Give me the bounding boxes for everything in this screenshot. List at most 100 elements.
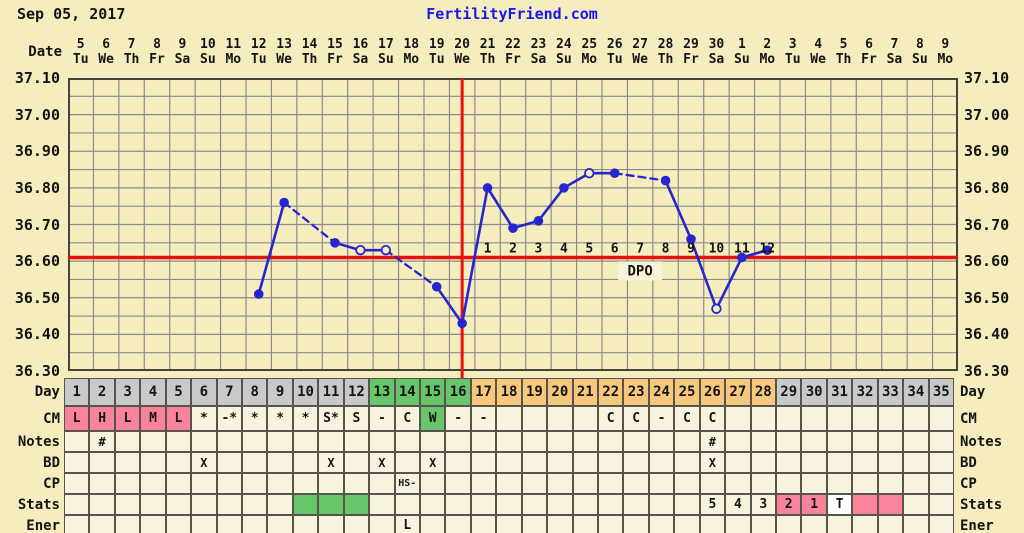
temp-label-right: 37.00 xyxy=(964,105,1010,124)
ener-cell xyxy=(801,515,827,533)
notes-cell xyxy=(140,431,166,452)
row-label-cp: CP xyxy=(43,475,60,492)
cm-cell: - xyxy=(648,406,675,431)
dpo-label: 9 xyxy=(687,241,695,256)
temp-label-right: 36.80 xyxy=(964,178,1010,197)
ener-cell xyxy=(242,515,268,533)
temp-point-solid xyxy=(660,175,671,186)
cm-cell xyxy=(928,406,954,431)
temp-segment-solid xyxy=(664,179,693,241)
notes-cell xyxy=(445,431,471,452)
cm-cell xyxy=(750,406,776,431)
cp-cell xyxy=(699,473,726,494)
cm-cell: L xyxy=(114,406,141,431)
date-cell: 6 xyxy=(102,37,111,52)
stats-cell xyxy=(216,494,242,515)
bd-cell xyxy=(674,452,700,473)
temp-point-solid xyxy=(431,281,442,292)
date-cell: 8 xyxy=(915,37,924,52)
notes-cell: # xyxy=(699,431,726,452)
bd-cell xyxy=(470,452,497,473)
stats-cell xyxy=(165,494,192,515)
row-cells-cp: HS- xyxy=(64,473,954,494)
notes-cell xyxy=(725,431,751,452)
date-cell: 15 xyxy=(327,37,343,52)
cp-cell xyxy=(216,473,242,494)
ener-cell xyxy=(572,515,598,533)
ener-cell xyxy=(674,515,700,533)
notes-cell xyxy=(547,431,573,452)
temp-point-solid xyxy=(508,223,518,233)
cm-cell: H xyxy=(89,406,115,431)
temp-points xyxy=(253,168,773,329)
dpo-label: 2 xyxy=(509,241,517,256)
cp-cell xyxy=(877,473,904,494)
cp-cell xyxy=(89,473,115,494)
date-cell: 29 xyxy=(683,37,699,52)
bd-cell xyxy=(343,452,370,473)
date-cell: 9 xyxy=(941,37,950,52)
row-cells-cm: L H L M L * -* * * * S* S - C W - - C C - C C xyxy=(64,406,954,431)
stats-cell: 5 xyxy=(699,494,726,515)
date-cell: 7 xyxy=(127,37,136,52)
temp-point-solid xyxy=(279,197,289,208)
notes-cell xyxy=(470,431,497,452)
temp-segment-dashed xyxy=(282,201,337,244)
notes-cell xyxy=(369,431,395,452)
table-row-stats: Stats 5 4 3 2 1 T Stats xyxy=(0,494,1024,515)
date-cell: 10 xyxy=(200,37,216,52)
ener-cell xyxy=(699,515,726,533)
temp-label-left: 36.40 xyxy=(14,325,60,344)
day-cell: 30 xyxy=(801,378,827,406)
cm-cell: W xyxy=(420,406,446,431)
weekday-cell: We xyxy=(810,52,826,67)
cp-cell xyxy=(165,473,192,494)
weekday-cell: Su xyxy=(734,52,750,67)
weekday-cell: Th xyxy=(301,52,318,67)
cp-cell xyxy=(64,473,90,494)
temp-label-left: 36.50 xyxy=(14,288,60,307)
bd-cell xyxy=(89,452,115,473)
cm-cell xyxy=(801,406,827,431)
date-cell: 17 xyxy=(378,37,394,52)
row-label-day: Day xyxy=(34,384,60,400)
cp-cell xyxy=(598,473,624,494)
cm-cell xyxy=(547,406,573,431)
cm-cell: -* xyxy=(216,406,242,431)
date-cell: 6 xyxy=(865,37,873,52)
chart-frame xyxy=(68,78,958,371)
temp-point-solid xyxy=(686,234,696,244)
stats-cell: T xyxy=(826,494,853,515)
dpo-label: 11 xyxy=(734,241,750,256)
stats-cell xyxy=(877,494,904,515)
notes-cell: # xyxy=(89,431,115,452)
cp-cell xyxy=(267,473,293,494)
row-label-right-ener: Ener xyxy=(960,517,994,533)
ener-cell xyxy=(623,515,649,533)
temp-point-solid xyxy=(482,183,493,193)
weekday-cell: Fr xyxy=(505,52,521,67)
table-row-notes: Notes # # Notes xyxy=(0,431,1024,452)
fertilityfriend-title-link[interactable]: FertilityFriend.com xyxy=(426,5,598,23)
temp-segment-solid xyxy=(537,186,566,223)
cm-cell xyxy=(725,406,751,431)
bd-cell xyxy=(496,452,522,473)
day-cell: 17 xyxy=(470,378,497,406)
cp-cell xyxy=(420,473,446,494)
ener-cell xyxy=(648,515,675,533)
cp-cell xyxy=(242,473,268,494)
dpo-label: 1 xyxy=(484,241,492,256)
weekday-cell: Mo xyxy=(225,52,242,67)
stats-cell: 4 xyxy=(725,494,751,515)
bd-cell xyxy=(267,452,293,473)
notes-cell xyxy=(572,431,598,452)
weekday-cell: Sa xyxy=(708,52,725,67)
day-cell: 4 xyxy=(140,378,166,406)
cm-cell: - xyxy=(369,406,395,431)
day-cell: 34 xyxy=(903,378,929,406)
bd-cell xyxy=(776,452,802,473)
ener-cell xyxy=(191,515,217,533)
weekday-cell: Th xyxy=(479,52,496,67)
cm-cell: S* xyxy=(318,406,344,431)
